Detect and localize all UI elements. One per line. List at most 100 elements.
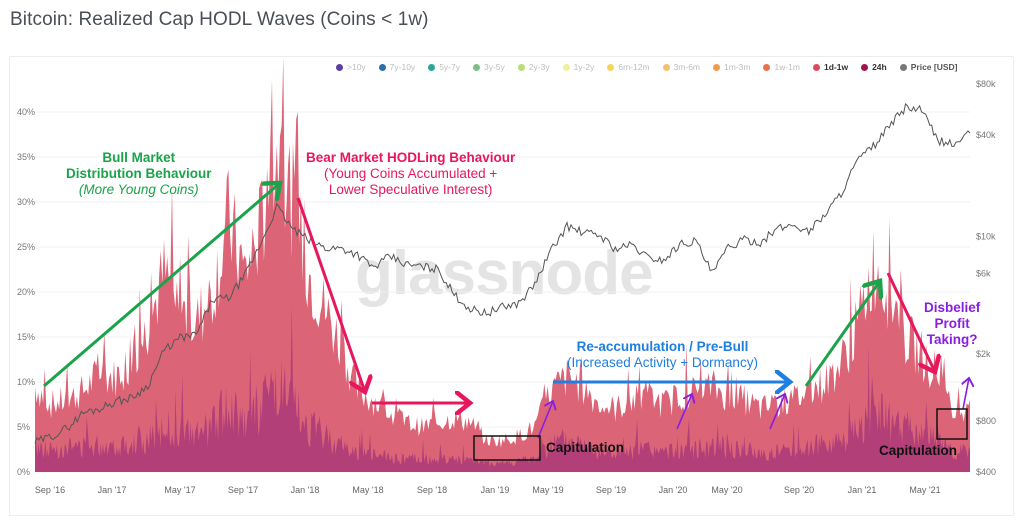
y-tick-label: 5% — [17, 422, 30, 432]
annotation-disbelief: Disbelief Profit Taking? — [924, 300, 980, 349]
annotation-disbelief-3: Taking? — [926, 332, 978, 348]
x-tick-label: May '20 — [711, 485, 742, 495]
y-tick-label: 25% — [17, 242, 35, 252]
legend-item-1m-3m[interactable]: 1m-3m — [713, 62, 750, 72]
annotation-bear-sub-2: Lower Speculative Interest) — [328, 182, 493, 198]
purple-arrow-3 — [769, 394, 785, 430]
annotation-bull-market: Bull Market Distribution Behaviour (More… — [66, 150, 212, 199]
legend-dot-icon — [899, 63, 907, 71]
annotation-bull-title-2: Distribution Behaviour — [66, 166, 212, 182]
legend-item-1w-1m[interactable]: 1w-1m — [763, 62, 800, 72]
annotation-capitulation-2-text: Capitulation — [879, 443, 957, 458]
legend-label: 24h — [872, 62, 887, 72]
y-tick-label: 10% — [17, 377, 35, 387]
legend-label: 1m-3m — [724, 62, 751, 72]
y-tick-label: 20% — [17, 287, 35, 297]
legend-dot-icon — [428, 63, 436, 71]
x-tick-label: Sep '20 — [784, 485, 814, 495]
annotation-bull-title-1: Bull Market — [102, 150, 176, 165]
annotation-disbelief-2: Profit — [934, 316, 970, 332]
legend-dot-icon — [562, 63, 570, 71]
legend-dot-icon — [472, 63, 480, 71]
legend-dot-icon — [607, 63, 615, 71]
legend-dot-icon — [861, 63, 869, 71]
legend-label: >10y — [347, 62, 366, 72]
legend-item-3y-5y[interactable]: 3y-5y — [472, 62, 505, 72]
y-axis-right-price: $400 $800 $2k $6k $10k $40k $80k — [976, 79, 996, 477]
x-tick-label: Sep '16 — [35, 485, 65, 495]
legend-label: 3m-6m — [673, 62, 701, 72]
legend-dot-icon — [713, 63, 721, 71]
legend-item-10y[interactable]: >10y — [336, 62, 366, 72]
legend-item-1y-2y[interactable]: 1y-2y — [562, 62, 594, 72]
price-tick-label: $2k — [976, 349, 991, 359]
annotation-reacc-sub: (Increased Activity + Dormancy) — [567, 355, 758, 371]
x-tick-label: Sep '18 — [417, 485, 447, 495]
capitulation-box-1 — [473, 435, 541, 461]
chart-frame — [9, 56, 1014, 516]
x-tick-label: Jan '20 — [659, 485, 688, 495]
x-tick-label: Sep '17 — [228, 485, 258, 495]
legend-item-5y-7y[interactable]: 5y-7y — [428, 62, 460, 72]
bull-arrow-1 — [43, 183, 280, 388]
legend-label: 5y-7y — [439, 62, 460, 72]
x-tick-label: Jan '19 — [481, 485, 510, 495]
purple-arrow-1 — [537, 401, 553, 439]
legend-label: 1d-1w — [823, 62, 849, 72]
annotation-bull-sub: (More Young Coins) — [78, 182, 199, 198]
legend-label: 2y-3y — [528, 62, 550, 72]
y-tick-label: 0% — [17, 467, 30, 477]
legend-dot-icon — [812, 63, 820, 71]
annotation-disbelief-1: Disbelief — [924, 300, 981, 315]
x-axis: Sep '16 Jan '17 May '17 Sep '17 Jan '18 May '… — [35, 485, 941, 495]
x-tick-label: Jan '18 — [291, 485, 320, 495]
annotation-capitulation-2: Capitulation — [879, 443, 957, 459]
y-tick-label: 15% — [17, 332, 35, 342]
x-tick-label: May '21 — [909, 485, 940, 495]
purple-arrow-4 — [963, 378, 969, 410]
x-tick-label: Sep '19 — [596, 485, 626, 495]
y-tick-label: 35% — [17, 152, 35, 162]
legend-dot-icon — [763, 63, 771, 71]
annotation-bear-title: Bear Market HODLing Behaviour — [306, 150, 516, 165]
legend-dot-icon — [517, 63, 525, 71]
price-tick-label: $80k — [976, 79, 996, 89]
y-tick-label: 40% — [17, 107, 35, 117]
legend-item-1d-1w[interactable]: 1d-1w — [812, 62, 849, 72]
price-tick-label: $400 — [976, 467, 996, 477]
y-axis-left: 0% 5% 10% 15% 20% 25% 30% 35% 40% — [17, 107, 35, 477]
legend-item-7y-10y[interactable]: 7y-10y — [378, 62, 416, 72]
annotation-bear-market: Bear Market HODLing Behaviour (Young Coi… — [306, 150, 515, 199]
legend-item-24h[interactable]: 24h — [861, 62, 887, 72]
area-1d-1w — [35, 57, 970, 472]
legend-dot-icon — [336, 63, 343, 71]
x-tick-label: Jan '21 — [848, 485, 877, 495]
y-tick-label: 30% — [17, 197, 35, 207]
bear-arrow-2 — [886, 272, 935, 372]
legend-item-6m-12m[interactable]: 6m-12m — [607, 62, 650, 72]
price-tick-label: $10k — [976, 231, 996, 241]
x-tick-label: May '19 — [532, 485, 563, 495]
legend-label: 3y-5y — [483, 62, 505, 72]
annotation-reacc-title: Re-accumulation / Pre-Bull — [576, 339, 749, 354]
legend-label: 6m-12m — [618, 62, 650, 72]
watermark-logo: glassnode — [355, 239, 654, 308]
legend-dot-icon — [662, 63, 670, 71]
annotation-capitulation-1: Capitulation — [546, 440, 624, 456]
chart-title: Bitcoin: Realized Cap HODL Waves (Coins … — [10, 9, 429, 30]
purple-arrow-2 — [676, 394, 692, 430]
bear-arrow-down — [296, 197, 365, 392]
price-tick-label: $6k — [976, 269, 991, 279]
legend-label: 1w-1m — [774, 62, 800, 72]
annotation-capitulation-1-text: Capitulation — [546, 440, 624, 455]
legend-label: 7y-10y — [389, 62, 416, 72]
price-tick-label: $40k — [976, 130, 996, 140]
legend-item-2y-3y[interactable]: 2y-3y — [517, 62, 550, 72]
annotation-bear-sub-1: (Young Coins Accumulated + — [324, 166, 498, 182]
legend-item-price-usd[interactable]: Price [USD] — [899, 62, 958, 72]
price-tick-label: $800 — [976, 416, 996, 426]
legend-item-3m-6m[interactable]: 3m-6m — [662, 62, 701, 72]
legend-label: Price [USD] — [910, 62, 958, 72]
bull-arrow-2 — [804, 281, 880, 387]
